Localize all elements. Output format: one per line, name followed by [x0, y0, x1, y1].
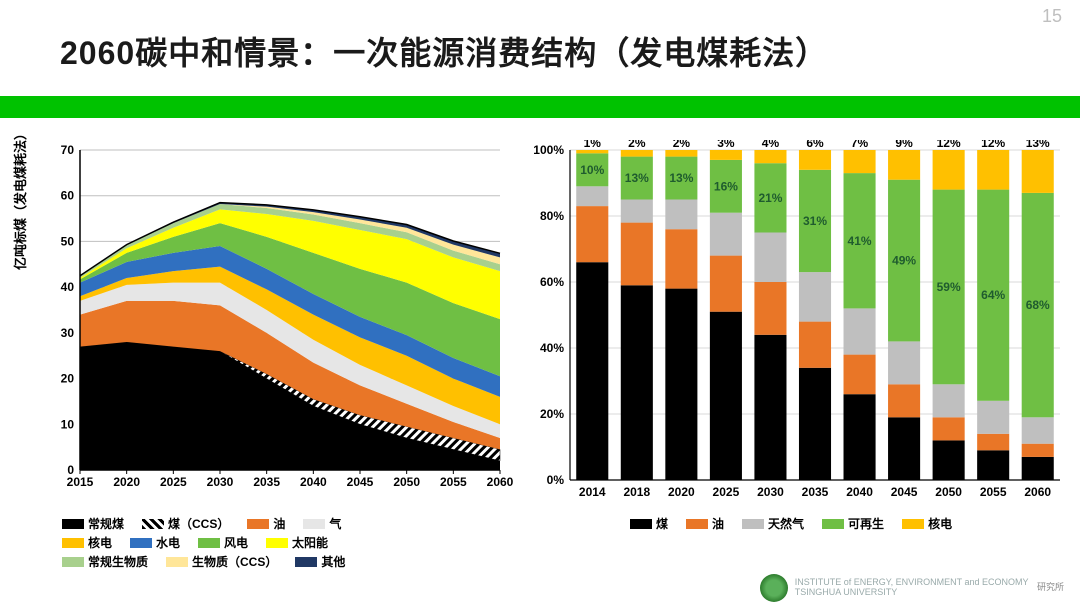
- accent-bar: [0, 96, 1080, 118]
- area-chart-legend: 常规煤 煤（CCS） 油 气核电 水电 风电 太阳能常规生物质 生物质（CCS） 其他: [62, 515, 520, 572]
- svg-text:80%: 80%: [540, 209, 564, 223]
- svg-text:13%: 13%: [625, 171, 649, 185]
- svg-text:2025: 2025: [713, 485, 740, 499]
- legend-item: 太阳能: [266, 534, 328, 551]
- legend-item: 气: [303, 515, 341, 532]
- svg-text:2035: 2035: [253, 475, 280, 489]
- svg-text:2050: 2050: [935, 485, 962, 499]
- svg-text:49%: 49%: [892, 254, 916, 268]
- legend-item: 天然气: [742, 515, 804, 532]
- svg-text:2020: 2020: [113, 475, 140, 489]
- svg-text:2040: 2040: [846, 485, 873, 499]
- svg-text:60%: 60%: [540, 275, 564, 289]
- bar-chart: 0% 20% 40% 60% 80% 100% 2014 2018 2020 2025 2030 20…: [520, 140, 1080, 570]
- svg-text:9%: 9%: [895, 140, 913, 150]
- legend-item: 风电: [198, 534, 248, 551]
- slide-title: 2060碳中和情景：一次能源消费结构（发电煤耗法）: [60, 28, 828, 74]
- svg-text:13%: 13%: [669, 171, 693, 185]
- charts-container: 亿吨标煤（发电煤耗法） 0102030405060702015202020252…: [0, 140, 1080, 570]
- svg-text:31%: 31%: [803, 214, 827, 228]
- svg-text:0%: 0%: [547, 473, 565, 487]
- legend-item: 水电: [130, 534, 180, 551]
- area-chart: 亿吨标煤（发电煤耗法） 0102030405060702015202020252…: [0, 140, 520, 570]
- svg-text:10: 10: [61, 417, 75, 431]
- svg-text:2055: 2055: [440, 475, 467, 489]
- institute-suffix: 研究所: [1037, 582, 1064, 592]
- svg-text:12%: 12%: [937, 140, 961, 150]
- svg-text:2020: 2020: [668, 485, 695, 499]
- legend-item: 油: [686, 515, 724, 532]
- svg-text:2014: 2014: [579, 485, 606, 499]
- legend-item: 其他: [295, 553, 345, 570]
- area-chart-ylabel: 亿吨标煤（发电煤耗法）: [10, 127, 29, 270]
- svg-text:40%: 40%: [540, 341, 564, 355]
- legend-item: 煤: [630, 515, 668, 532]
- svg-text:3%: 3%: [717, 140, 735, 150]
- legend-item: 油: [247, 515, 285, 532]
- svg-text:2045: 2045: [891, 485, 918, 499]
- svg-text:2035: 2035: [802, 485, 829, 499]
- svg-text:2018: 2018: [623, 485, 650, 499]
- svg-text:100%: 100%: [533, 143, 564, 157]
- footer-institute: INSTITUTE of ENERGY, ENVIRONMENT and ECO…: [760, 574, 1064, 602]
- svg-text:16%: 16%: [714, 179, 738, 193]
- institute-name-en: INSTITUTE of ENERGY, ENVIRONMENT and ECO…: [795, 577, 1029, 587]
- svg-text:50: 50: [61, 234, 75, 248]
- svg-text:68%: 68%: [1026, 298, 1050, 312]
- svg-text:6%: 6%: [806, 140, 824, 150]
- svg-text:2%: 2%: [673, 140, 691, 150]
- legend-item: 核电: [902, 515, 952, 532]
- svg-text:2015: 2015: [67, 475, 94, 489]
- svg-text:10%: 10%: [580, 163, 604, 177]
- legend-item: 煤（CCS）: [142, 515, 229, 532]
- svg-text:2060: 2060: [487, 475, 514, 489]
- svg-text:2030: 2030: [207, 475, 234, 489]
- svg-text:2%: 2%: [628, 140, 646, 150]
- svg-text:4%: 4%: [762, 140, 780, 150]
- legend-item: 常规生物质: [62, 553, 148, 570]
- legend-item: 可再生: [822, 515, 884, 532]
- svg-text:12%: 12%: [981, 140, 1005, 150]
- svg-text:2040: 2040: [300, 475, 327, 489]
- svg-text:30: 30: [61, 326, 75, 340]
- legend-item: 生物质（CCS）: [166, 553, 277, 570]
- svg-text:13%: 13%: [1026, 140, 1050, 150]
- svg-text:59%: 59%: [937, 280, 961, 294]
- slide-number: 15: [1042, 6, 1062, 27]
- svg-text:20: 20: [61, 372, 75, 386]
- svg-text:21%: 21%: [758, 191, 782, 205]
- svg-text:41%: 41%: [848, 234, 872, 248]
- svg-text:2050: 2050: [393, 475, 420, 489]
- institute-logo-icon: [760, 574, 788, 602]
- svg-text:7%: 7%: [851, 140, 869, 150]
- svg-text:2045: 2045: [347, 475, 374, 489]
- svg-text:2055: 2055: [980, 485, 1007, 499]
- svg-text:40: 40: [61, 280, 75, 294]
- bar-chart-legend: 煤 油 天然气 可再生 核电: [630, 515, 1080, 534]
- svg-text:20%: 20%: [540, 407, 564, 421]
- institute-name-cn: TSINGHUA UNIVERSITY: [795, 587, 898, 597]
- svg-text:2030: 2030: [757, 485, 784, 499]
- svg-text:60: 60: [61, 189, 75, 203]
- svg-text:64%: 64%: [981, 288, 1005, 302]
- svg-text:1%: 1%: [584, 140, 602, 150]
- svg-text:2060: 2060: [1024, 485, 1051, 499]
- legend-item: 核电: [62, 534, 112, 551]
- svg-text:70: 70: [61, 143, 75, 157]
- legend-item: 常规煤: [62, 515, 124, 532]
- svg-text:2025: 2025: [160, 475, 187, 489]
